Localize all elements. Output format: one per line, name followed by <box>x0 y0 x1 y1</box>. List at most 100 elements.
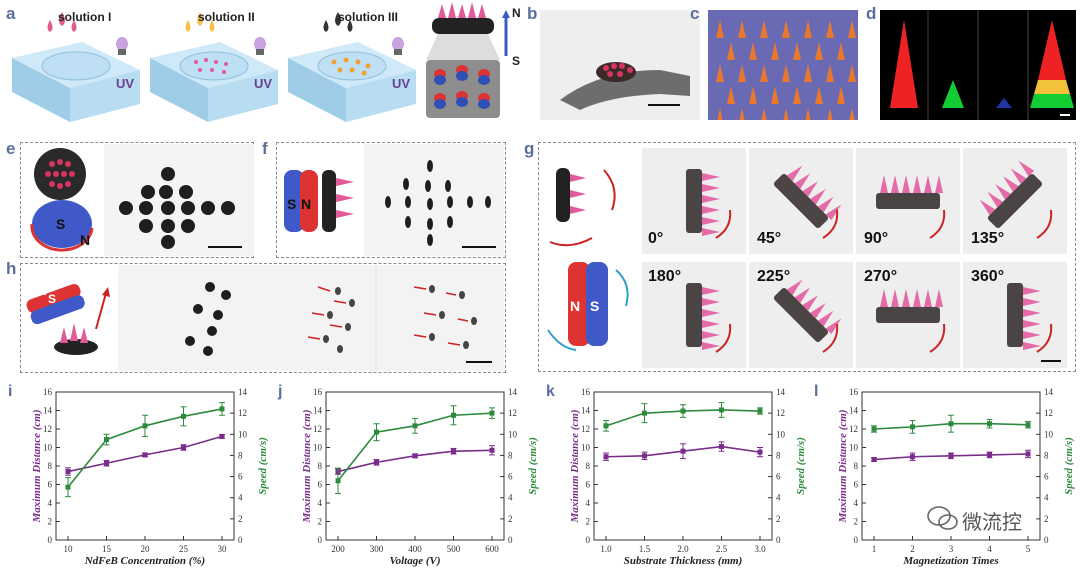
y2-tick-label: 8 <box>238 450 243 460</box>
y-tick-label: 2 <box>586 517 591 527</box>
y2-tick-label: 0 <box>776 535 781 545</box>
data-point <box>910 424 915 430</box>
needle-dots-block-2 <box>194 58 228 74</box>
data-point <box>1025 451 1031 457</box>
panel-label-i: i <box>8 383 12 400</box>
data-point <box>374 459 379 465</box>
y2-tick-label: 0 <box>1044 535 1049 545</box>
data-point <box>489 447 495 453</box>
y-tick-label: 6 <box>854 480 859 490</box>
y2-tick-label: 8 <box>1044 450 1049 460</box>
data-point <box>871 457 877 463</box>
needle-mark <box>793 86 801 104</box>
x-tick-label: 20 <box>141 544 151 554</box>
y-tick-label: 4 <box>586 498 591 508</box>
x-tick-label: 1.5 <box>639 544 651 554</box>
needle-mark <box>848 108 856 126</box>
data-point <box>374 429 379 435</box>
x-tick-label: 10 <box>64 544 74 554</box>
needle-mark <box>837 86 845 104</box>
y-tick-label: 16 <box>849 387 859 397</box>
data-point <box>142 423 148 429</box>
solution-1-label: solution I <box>58 10 112 24</box>
x-tick-label: 2 <box>910 544 915 554</box>
y-tick-label: 14 <box>581 406 591 416</box>
y2-tick-label: 4 <box>1044 493 1049 503</box>
needle-mark <box>804 108 812 126</box>
magnet-s-label-f: S <box>287 196 297 212</box>
y-tick-label: 10 <box>43 443 53 453</box>
needle-mark <box>749 42 757 60</box>
needle-mark <box>760 64 768 82</box>
needle-mark <box>782 20 790 38</box>
y2-tick-label: 2 <box>238 514 243 524</box>
panel-label-a: a <box>6 4 16 23</box>
y-tick-label: 0 <box>48 535 53 545</box>
x-tick-label: 1 <box>872 544 877 554</box>
substrate-block-1 <box>12 42 140 122</box>
y2-tick-label: 4 <box>508 493 513 503</box>
needle-mark <box>848 20 856 38</box>
data-point <box>948 421 954 427</box>
needle-mark <box>826 20 834 38</box>
data-point <box>948 453 954 459</box>
rotation-photo: 180° <box>642 262 746 368</box>
panel-a-schematic <box>12 2 510 122</box>
x-tick-label: 2.0 <box>677 544 689 554</box>
y-tick-label: 2 <box>48 517 53 527</box>
x-tick-label: 400 <box>408 544 422 554</box>
needle-mark <box>848 64 856 82</box>
panel-label-b: b <box>527 4 538 23</box>
y2-axis-label: Speed (cm/s) <box>527 437 539 495</box>
needle-mark <box>760 108 768 126</box>
south-label: S <box>512 54 521 68</box>
data-point <box>871 426 877 432</box>
angle-label: 0° <box>648 230 664 247</box>
data-point <box>219 433 225 439</box>
y-tick-label: 8 <box>318 461 323 471</box>
needle-mark <box>826 108 834 126</box>
x-tick-label: 500 <box>447 544 461 554</box>
y2-tick-label: 14 <box>776 387 786 397</box>
needle-mark <box>727 86 735 104</box>
data-point <box>489 410 495 416</box>
data-point <box>987 421 992 427</box>
y-tick-label: 0 <box>586 535 591 545</box>
wechat-logo-icon <box>927 506 958 530</box>
y2-tick-label: 6 <box>508 472 513 482</box>
data-point <box>451 448 456 454</box>
y2-tick-label: 8 <box>508 450 513 460</box>
y-tick-label: 12 <box>849 424 858 434</box>
y2-tick-label: 10 <box>1044 429 1054 439</box>
data-point <box>335 478 341 484</box>
y2-axis-label: Speed (cm/s) <box>1063 437 1075 495</box>
panel-label-l: l <box>814 383 818 400</box>
solution-3-label: solution III <box>338 10 398 24</box>
y2-tick-label: 8 <box>776 450 781 460</box>
magnet-n-label-f: N <box>301 196 312 212</box>
magnet-n-label-e: N <box>80 232 91 248</box>
y-tick-label: 10 <box>581 443 591 453</box>
data-point <box>219 406 225 412</box>
panel-label-e: e <box>6 139 16 158</box>
data-point <box>412 453 418 459</box>
y-tick-label: 8 <box>586 461 591 471</box>
photo-b-patch-on-finger <box>540 10 700 120</box>
panel-label-g: g <box>524 139 535 158</box>
data-point <box>987 452 992 458</box>
x-tick-label: 15 <box>102 544 112 554</box>
panel-h-frame <box>20 263 506 373</box>
needle-dots-block-3 <box>331 57 371 76</box>
drops-pink <box>47 12 77 32</box>
data-point <box>412 423 418 429</box>
rotation-photo: 45° <box>749 148 853 254</box>
y2-tick-label: 12 <box>508 408 517 418</box>
x-tick-label: 300 <box>370 544 384 554</box>
y2-tick-label: 14 <box>238 387 248 397</box>
magnet-s-label-h: S <box>48 292 57 306</box>
data-point <box>719 444 724 450</box>
needle-mark <box>738 20 746 38</box>
y2-tick-label: 2 <box>776 514 781 524</box>
panel-f-frame <box>276 142 506 258</box>
y-tick-label: 6 <box>48 480 53 490</box>
